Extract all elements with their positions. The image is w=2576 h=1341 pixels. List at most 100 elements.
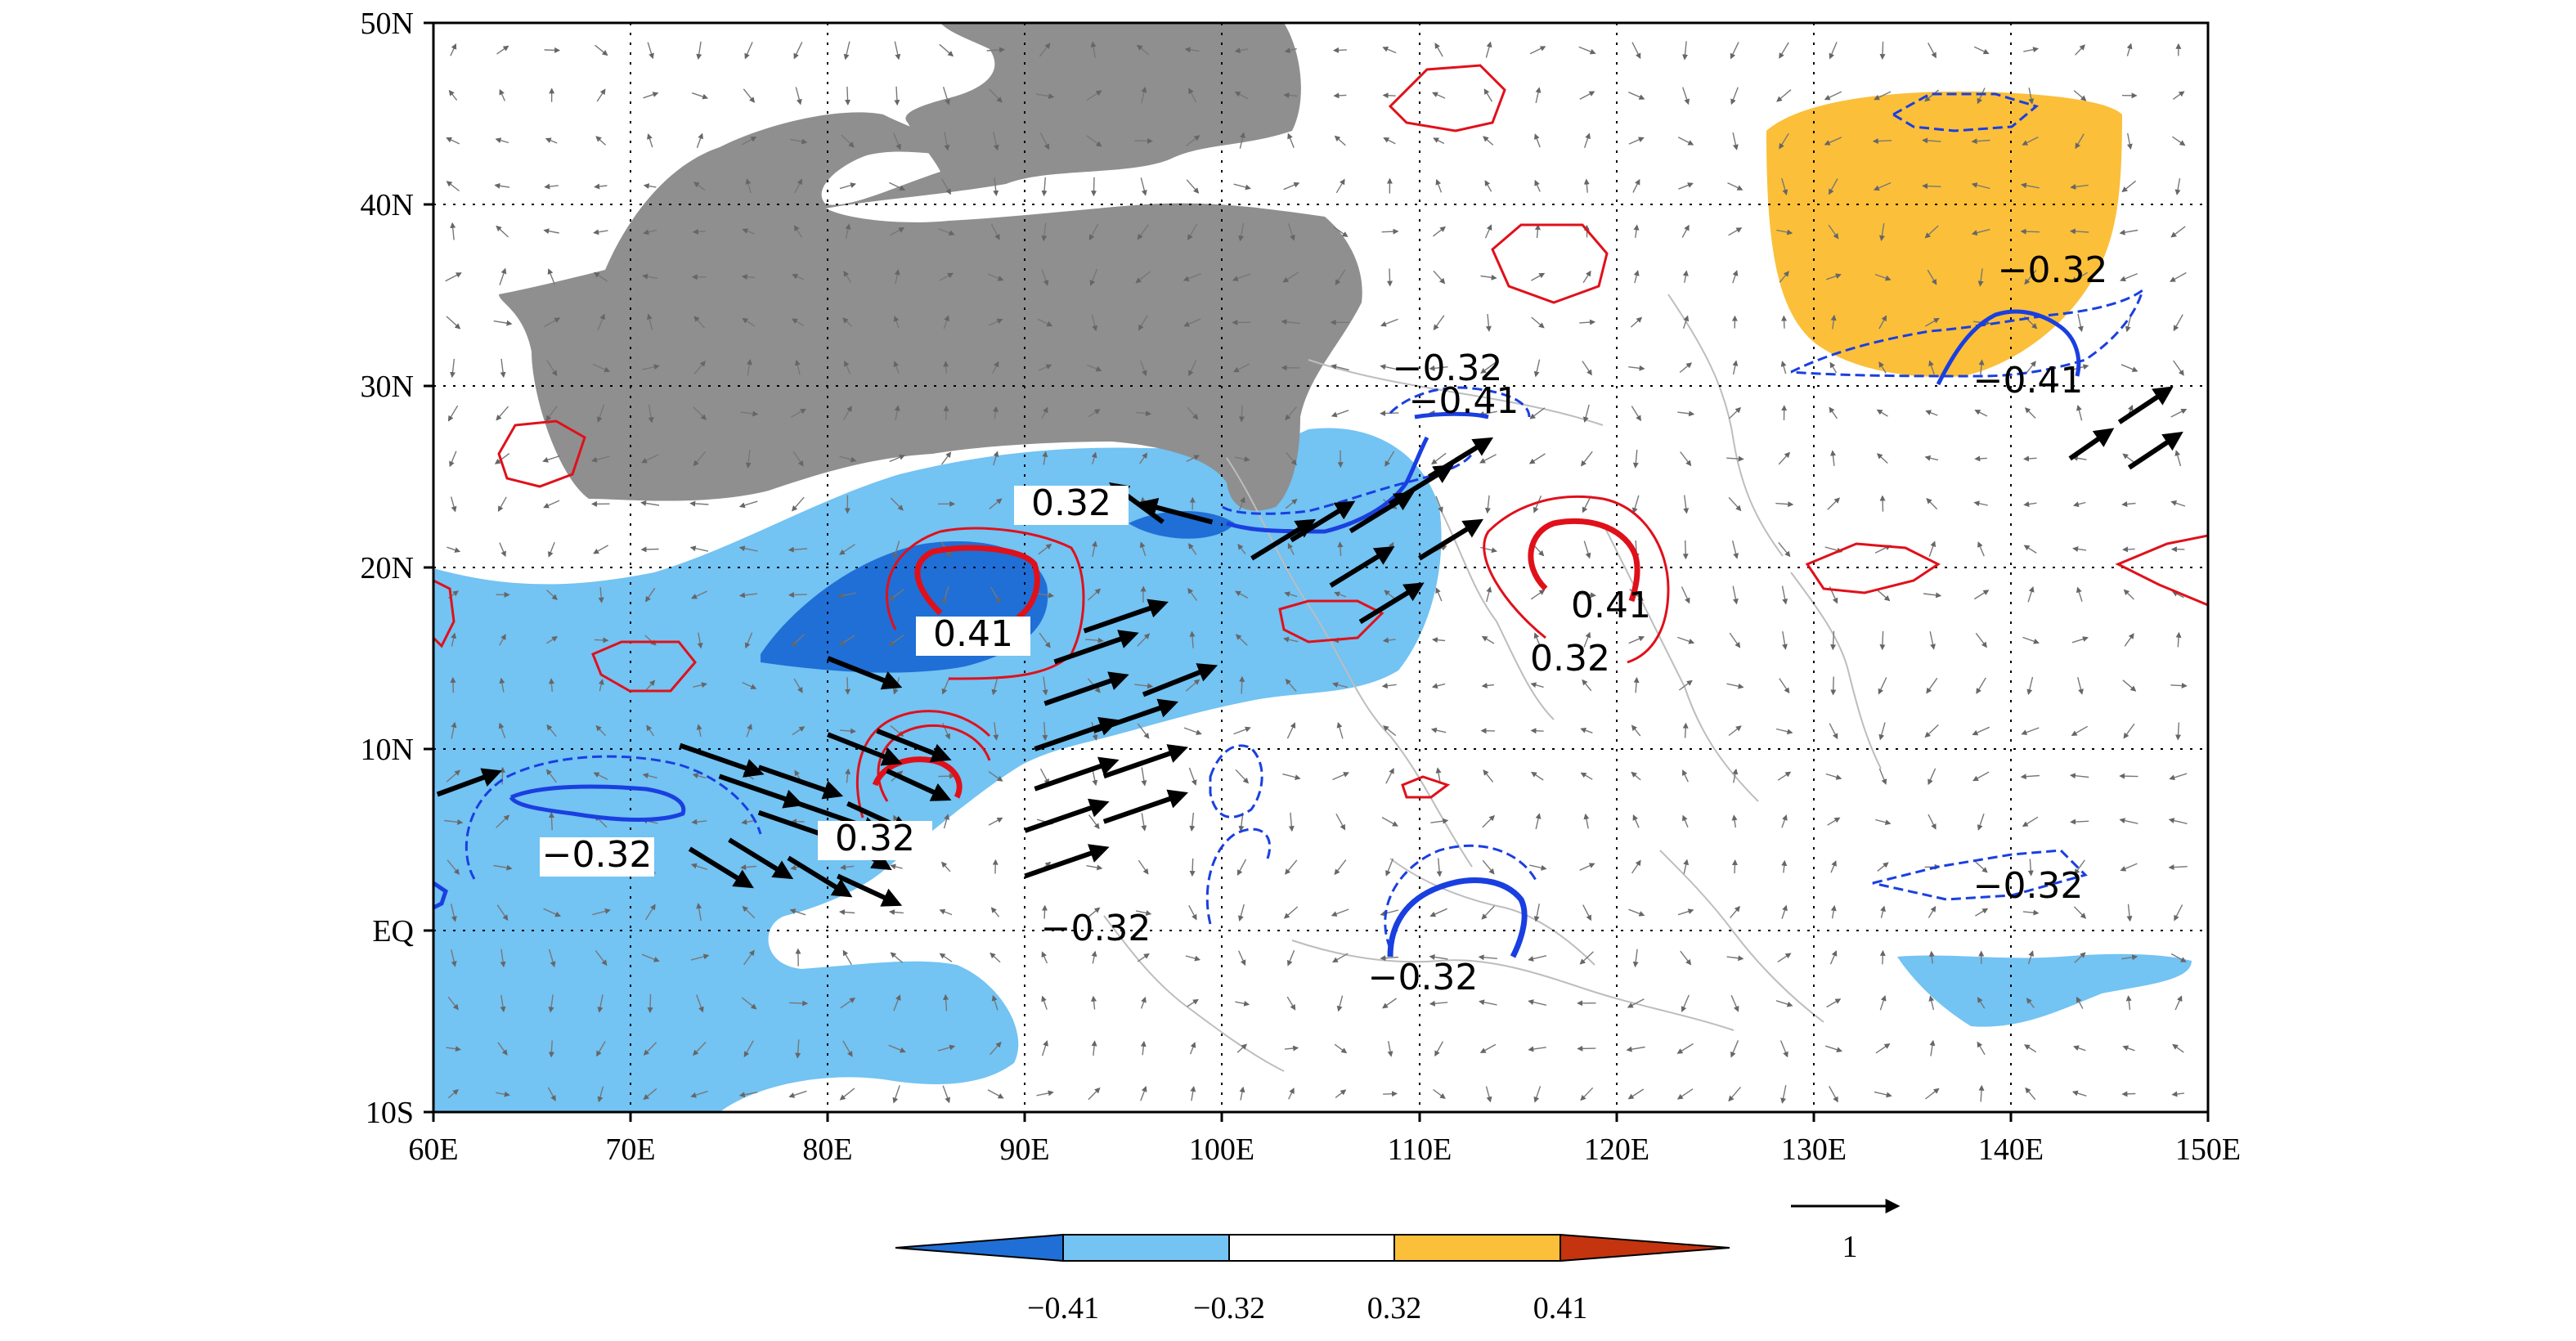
wind-vector — [1973, 500, 1988, 507]
negative-contours-strong — [1387, 877, 1528, 958]
wind-vector — [1776, 229, 1793, 235]
wind-vector — [789, 1000, 809, 1007]
wind-vector — [2023, 47, 2040, 53]
wind-vector — [840, 728, 856, 734]
wind-vector — [500, 994, 506, 1013]
wind-vector — [1088, 1087, 1101, 1101]
wind-vector — [841, 134, 855, 148]
wind-vector — [1977, 813, 1985, 831]
wind-vector — [1580, 451, 1593, 467]
wind-vector — [1189, 630, 1196, 648]
wind-vector — [792, 726, 806, 736]
wind-vector — [2172, 1043, 2184, 1053]
significant-wind-vector — [1290, 500, 1356, 543]
significant-wind-vector — [837, 873, 903, 907]
wind-vector — [2123, 723, 2135, 739]
wind-vector — [1238, 405, 1245, 423]
wind-vector — [893, 315, 900, 329]
wind-vector — [1185, 955, 1201, 962]
wind-vector — [1975, 861, 1988, 873]
wind-vector — [1929, 1039, 1936, 1056]
wind-vector — [1978, 359, 1985, 375]
wind-vector — [993, 722, 999, 741]
wind-vector — [1039, 768, 1049, 785]
wind-vector — [1825, 773, 1842, 780]
wind-vector — [1775, 1000, 1793, 1007]
wind-vector — [1385, 858, 1394, 877]
wind-vector — [941, 677, 950, 695]
wind-vector — [1432, 226, 1447, 237]
wind-vector — [592, 363, 611, 373]
wind-vector — [2020, 182, 2040, 189]
wind-vector — [1235, 769, 1250, 784]
wind-vector — [990, 1041, 1002, 1056]
wind-vector — [839, 544, 855, 555]
wind-vector — [1038, 364, 1052, 371]
wind-vector — [1533, 359, 1541, 378]
wind-vector — [839, 909, 855, 916]
wind-vector — [1036, 1090, 1054, 1097]
wind-vector — [990, 586, 1001, 603]
wind-vector — [1136, 410, 1151, 417]
wind-vector — [1287, 132, 1295, 148]
wind-vector — [1431, 683, 1446, 689]
colorbar-extend-high — [1560, 1233, 1730, 1263]
wind-vector — [643, 92, 659, 99]
wind-vector — [499, 634, 506, 646]
wind-vector — [2122, 453, 2136, 464]
wind-vector — [1878, 361, 1887, 374]
wind-vector — [1334, 859, 1347, 876]
wind-vector — [1677, 636, 1695, 644]
wind-vector — [993, 451, 999, 466]
wind-vector — [742, 228, 756, 235]
wind-vector — [2174, 995, 2183, 1011]
wind-vector — [1829, 406, 1838, 419]
wind-vector — [1235, 1000, 1250, 1007]
wind-vector — [1731, 814, 1738, 828]
significant-wind-vector — [2068, 428, 2115, 461]
wind-vector — [1728, 496, 1742, 512]
wind-vector — [1331, 953, 1349, 963]
wind-vector — [1730, 905, 1741, 919]
contour-label: −0.32 — [540, 834, 654, 877]
wind-vector — [1977, 1041, 1986, 1056]
wind-vector — [1434, 1041, 1444, 1057]
contour-label-background — [818, 821, 932, 860]
wind-vector — [889, 909, 904, 916]
wind-vector — [1976, 677, 1986, 694]
longitude-labels: 60E 70E 80E 90E 100E 110E 120E 130E 140E… — [408, 1132, 2241, 1167]
wind-vector — [1283, 182, 1300, 191]
lat-label-10s: 10S — [366, 1096, 414, 1130]
wind-vector — [843, 360, 851, 374]
wind-vector — [594, 637, 609, 644]
wind-vector — [1331, 410, 1349, 418]
wind-vector — [1087, 588, 1102, 601]
wind-vector — [1135, 271, 1151, 284]
wind-vector — [1433, 137, 1445, 145]
wind-vector — [2169, 773, 2188, 781]
wind-vector — [450, 496, 457, 513]
contour-label-text: −0.32 — [542, 834, 653, 876]
wind-vector — [642, 273, 658, 280]
wind-vector — [1578, 592, 1596, 599]
wind-vector — [1237, 904, 1245, 922]
wind-vector — [942, 1085, 950, 1104]
wind-vector — [2023, 501, 2037, 508]
wind-vector — [894, 41, 901, 61]
wind-vector — [738, 592, 758, 599]
contour-label: 0.41 — [1571, 585, 1651, 626]
wind-vector — [693, 361, 706, 374]
wind-vector — [1091, 451, 1097, 464]
wind-vector — [1582, 404, 1590, 423]
wind-vector — [1878, 222, 1885, 241]
wind-vector — [1089, 268, 1098, 286]
wind-vector — [1778, 451, 1791, 465]
wind-vector — [1972, 726, 1990, 736]
wind-vector — [1778, 541, 1791, 558]
wind-vector — [1781, 585, 1788, 605]
wind-vector — [1189, 858, 1196, 877]
contour-label: 0.32 — [1530, 638, 1610, 679]
wind-vector — [2071, 455, 2087, 461]
contour-label: −0.32 — [1998, 249, 2108, 291]
wind-vector — [2022, 136, 2039, 146]
